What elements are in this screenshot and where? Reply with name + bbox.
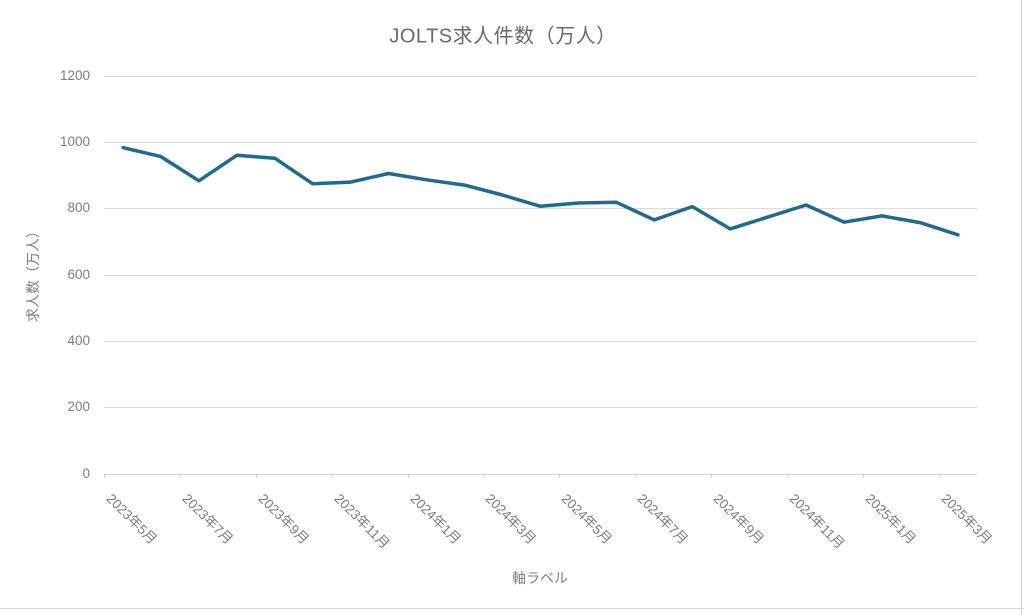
- x-axis-tick: [787, 473, 789, 478]
- x-axis-tick: [711, 473, 713, 478]
- x-axis-tick: [635, 473, 637, 478]
- data-line-series: [121, 145, 960, 237]
- y-tick-label: 800: [67, 200, 90, 216]
- y-tick-label: 1000: [59, 134, 90, 149]
- gridline: [104, 274, 977, 276]
- gridline: [104, 208, 977, 210]
- x-axis-tick: [559, 473, 561, 478]
- x-axis-tick: [938, 473, 940, 478]
- x-axis-tick: [483, 473, 485, 478]
- x-axis-title: 軸ラベル: [512, 570, 568, 586]
- x-axis-line: [104, 473, 977, 475]
- gridline: [104, 142, 977, 143]
- gridline: [104, 340, 977, 342]
- x-axis-tick: [255, 473, 257, 478]
- chart-title: JOLTS求人件数（万人）: [389, 25, 617, 48]
- y-tick-label: 200: [67, 399, 90, 415]
- page-border-bottom: [0, 608, 1024, 609]
- gridline: [104, 407, 977, 409]
- y-tick-label: 0: [82, 465, 90, 481]
- x-axis-tick: [331, 473, 333, 478]
- y-tick-label: 600: [67, 266, 90, 282]
- y-tick-label: 400: [67, 332, 90, 348]
- x-axis-tick: [179, 473, 181, 478]
- x-axis-tick: [104, 473, 105, 478]
- page-border-right: [1021, 0, 1022, 615]
- x-axis-tick: [863, 473, 865, 478]
- y-tick-label: 1200: [59, 67, 90, 83]
- x-axis-tick: [407, 473, 409, 478]
- gridline: [104, 75, 977, 77]
